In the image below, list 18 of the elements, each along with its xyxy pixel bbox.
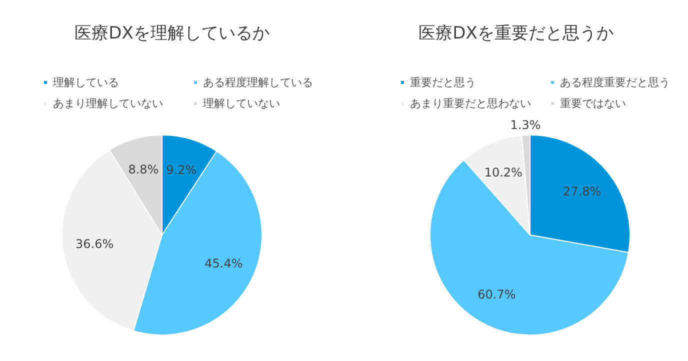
chart-title: 医療DXを理解しているか [74,24,270,44]
legend-label: あまり理解していない [53,97,163,110]
legend-label: あまり重要だと思わない [410,97,531,110]
legend-label: 重要だと思う [410,76,476,89]
data-label: 27.8% [563,184,602,198]
data-label: 10.2% [484,165,522,180]
data-label: 1.3% [510,118,541,132]
data-label: 9.2% [166,162,197,177]
legend-label: 理解していない [203,97,280,110]
legend-label: ある程度重要だと思う [560,76,670,89]
legend-label: 理解している [53,76,119,89]
data-label: 60.7% [478,287,516,302]
legend-label: ある程度理解している [203,76,313,89]
chart-title: 医療DXを重要だと思うか [418,24,614,44]
data-label: 8.8% [128,162,159,177]
legend-label: 重要ではない [560,97,626,110]
data-label: 36.6% [76,236,114,251]
data-label: 45.4% [204,256,243,271]
